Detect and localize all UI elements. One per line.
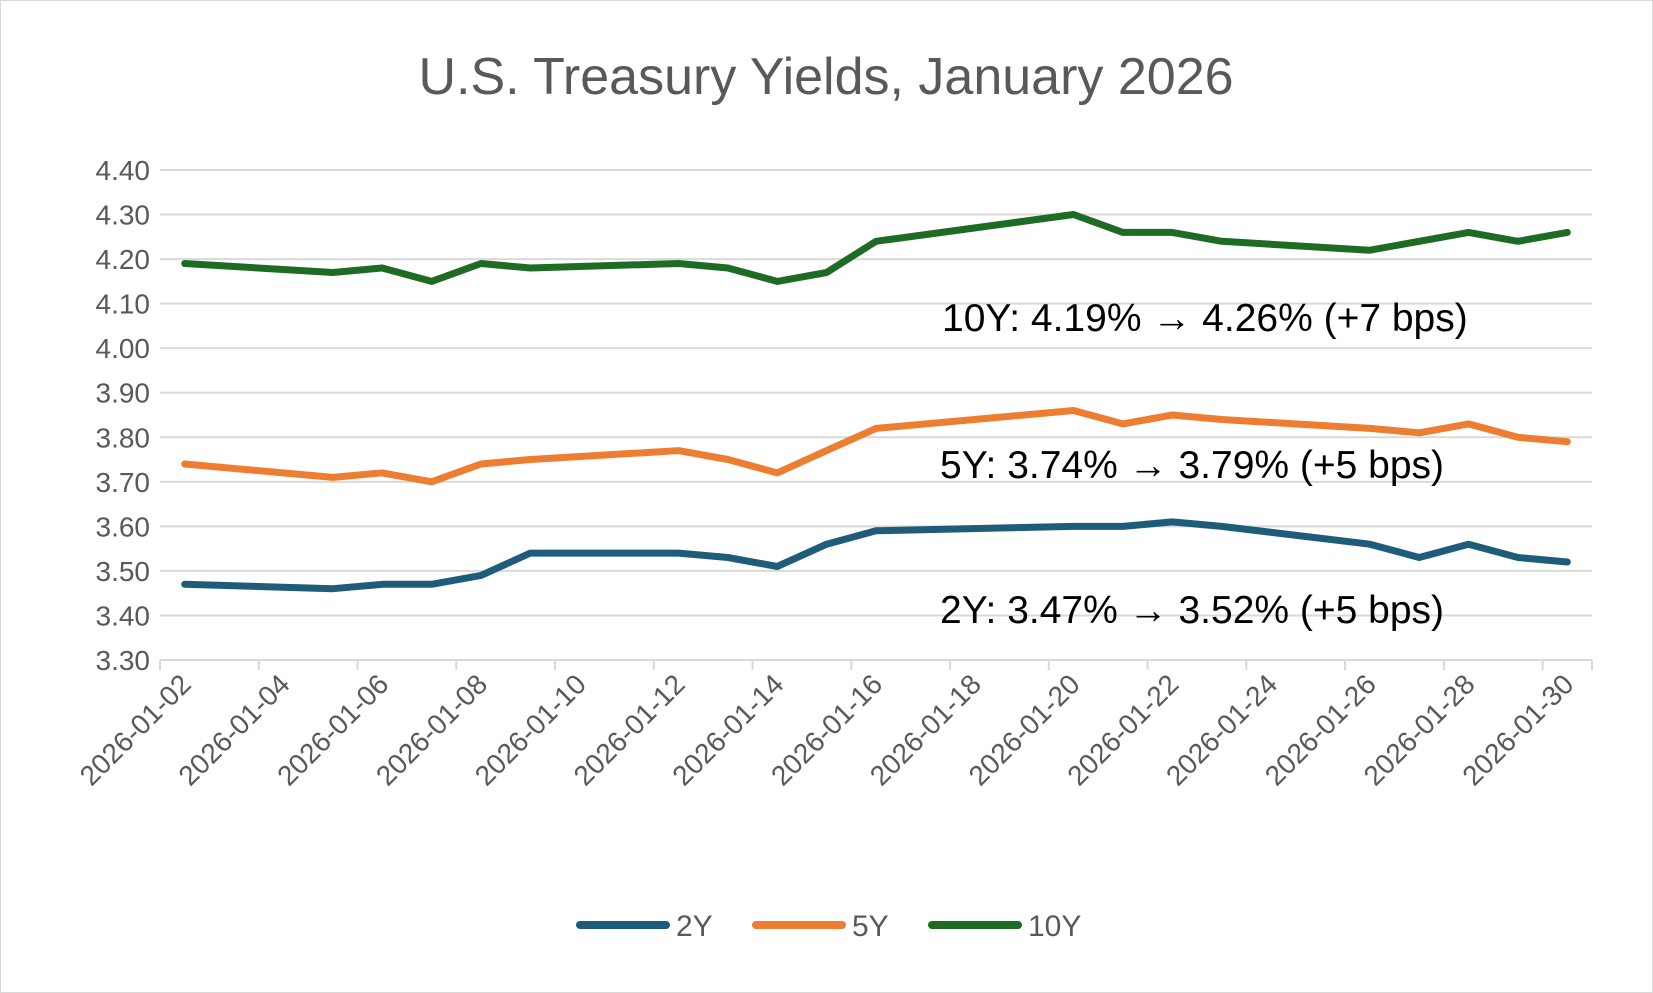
y-tick-label: 3.80 [96, 422, 151, 453]
annotation-2y: 2Y: 3.47% → 3.52% (+5 bps) [940, 589, 1444, 632]
legend-label-5y: 5Y [852, 910, 889, 943]
series-line-5y [181, 407, 1571, 486]
series-line-10y [181, 211, 1571, 285]
legend-label-10y: 10Y [1028, 910, 1081, 943]
y-tick-label: 3.30 [96, 645, 151, 676]
chart-title: U.S. Treasury Yields, January 2026 [418, 48, 1233, 106]
y-tick-label: 3.40 [96, 600, 151, 631]
y-axis: 4.40 4.30 4.20 4.10 4.00 3.90 3.80 3.70 3.60 3.50… [96, 155, 151, 676]
series-line-2y [181, 518, 1571, 593]
annotation-5y: 5Y: 3.74% → 3.79% (+5 bps) [940, 444, 1444, 487]
y-tick-label: 3.60 [96, 511, 151, 542]
y-tick-label: 4.20 [96, 244, 151, 275]
legend: 2Y 5Y 10Y [576, 910, 1081, 943]
y-tick-label: 4.40 [96, 155, 151, 186]
annotation-10y: 10Y: 4.19% → 4.26% (+7 bps) [942, 297, 1468, 340]
y-tick-label: 3.50 [96, 556, 151, 587]
y-tick-label: 3.70 [96, 467, 151, 498]
y-tick-label: 4.10 [96, 289, 151, 320]
y-tick-label: 3.90 [96, 378, 151, 409]
y-tick-label: 4.30 [96, 200, 151, 231]
x-axis: 2026-01-022026-01-042026-01-062026-01-08… [74, 660, 1593, 792]
legend-label-2y: 2Y [676, 910, 713, 943]
gridlines [160, 169, 1592, 661]
series-lines [181, 211, 1571, 593]
y-tick-label: 4.00 [96, 333, 151, 364]
